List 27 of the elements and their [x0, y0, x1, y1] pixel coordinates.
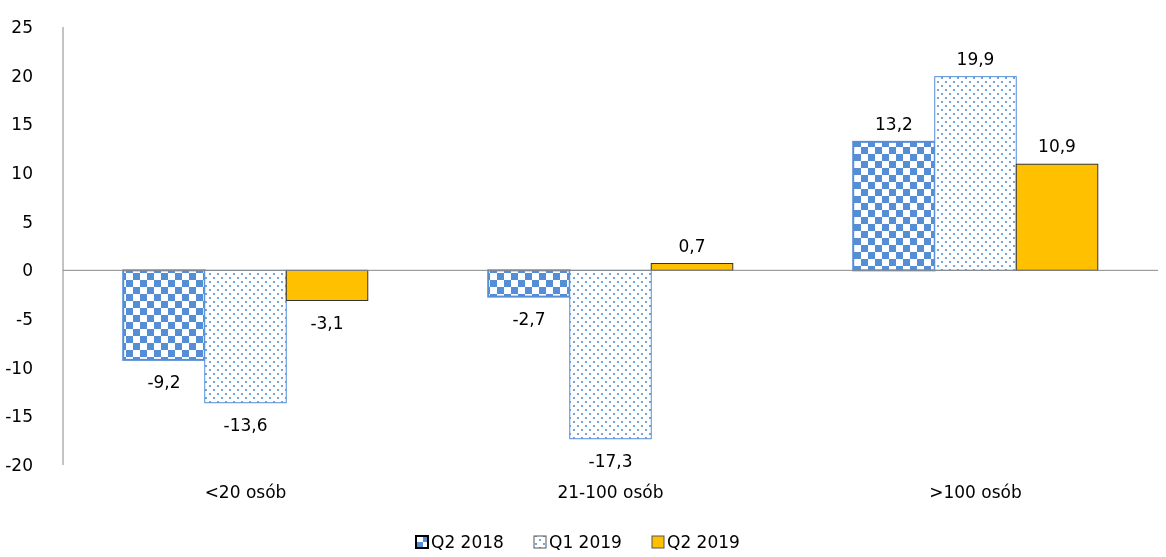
y-tick-label: 20 [11, 65, 33, 86]
x-tick-label: <20 osób [204, 482, 287, 502]
legend-label: Q2 2019 [667, 531, 740, 552]
y-tick-label: 5 [22, 211, 33, 232]
legend-label: Q1 2019 [549, 531, 622, 552]
data-label: -13,6 [223, 414, 268, 435]
data-label: -9,2 [147, 371, 181, 392]
data-label: -3,1 [310, 312, 344, 333]
y-tick-label: -15 [5, 406, 33, 427]
y-tick-label: 15 [11, 114, 33, 135]
bar [1015, 163, 1099, 271]
bar [285, 269, 369, 302]
y-tick-label: 0 [22, 260, 33, 281]
y-tick-label: 10 [11, 162, 33, 183]
y-tick-label: -20 [5, 454, 33, 475]
data-label: -2,7 [512, 308, 546, 329]
data-label: 13,2 [875, 113, 913, 134]
data-label: 19,9 [956, 48, 995, 69]
x-tick-label: >100 osób [929, 482, 1022, 502]
y-tick-label: 25 [11, 16, 33, 37]
y-tick-label: -5 [16, 308, 33, 329]
y-tick-label: -10 [5, 357, 33, 378]
x-tick-label: 21-100 osób [557, 482, 664, 502]
data-label: 10,9 [1038, 136, 1076, 157]
legend-label: Q2 2018 [431, 531, 504, 552]
data-label: -17,3 [588, 450, 633, 471]
data-label: 0,7 [678, 235, 706, 256]
